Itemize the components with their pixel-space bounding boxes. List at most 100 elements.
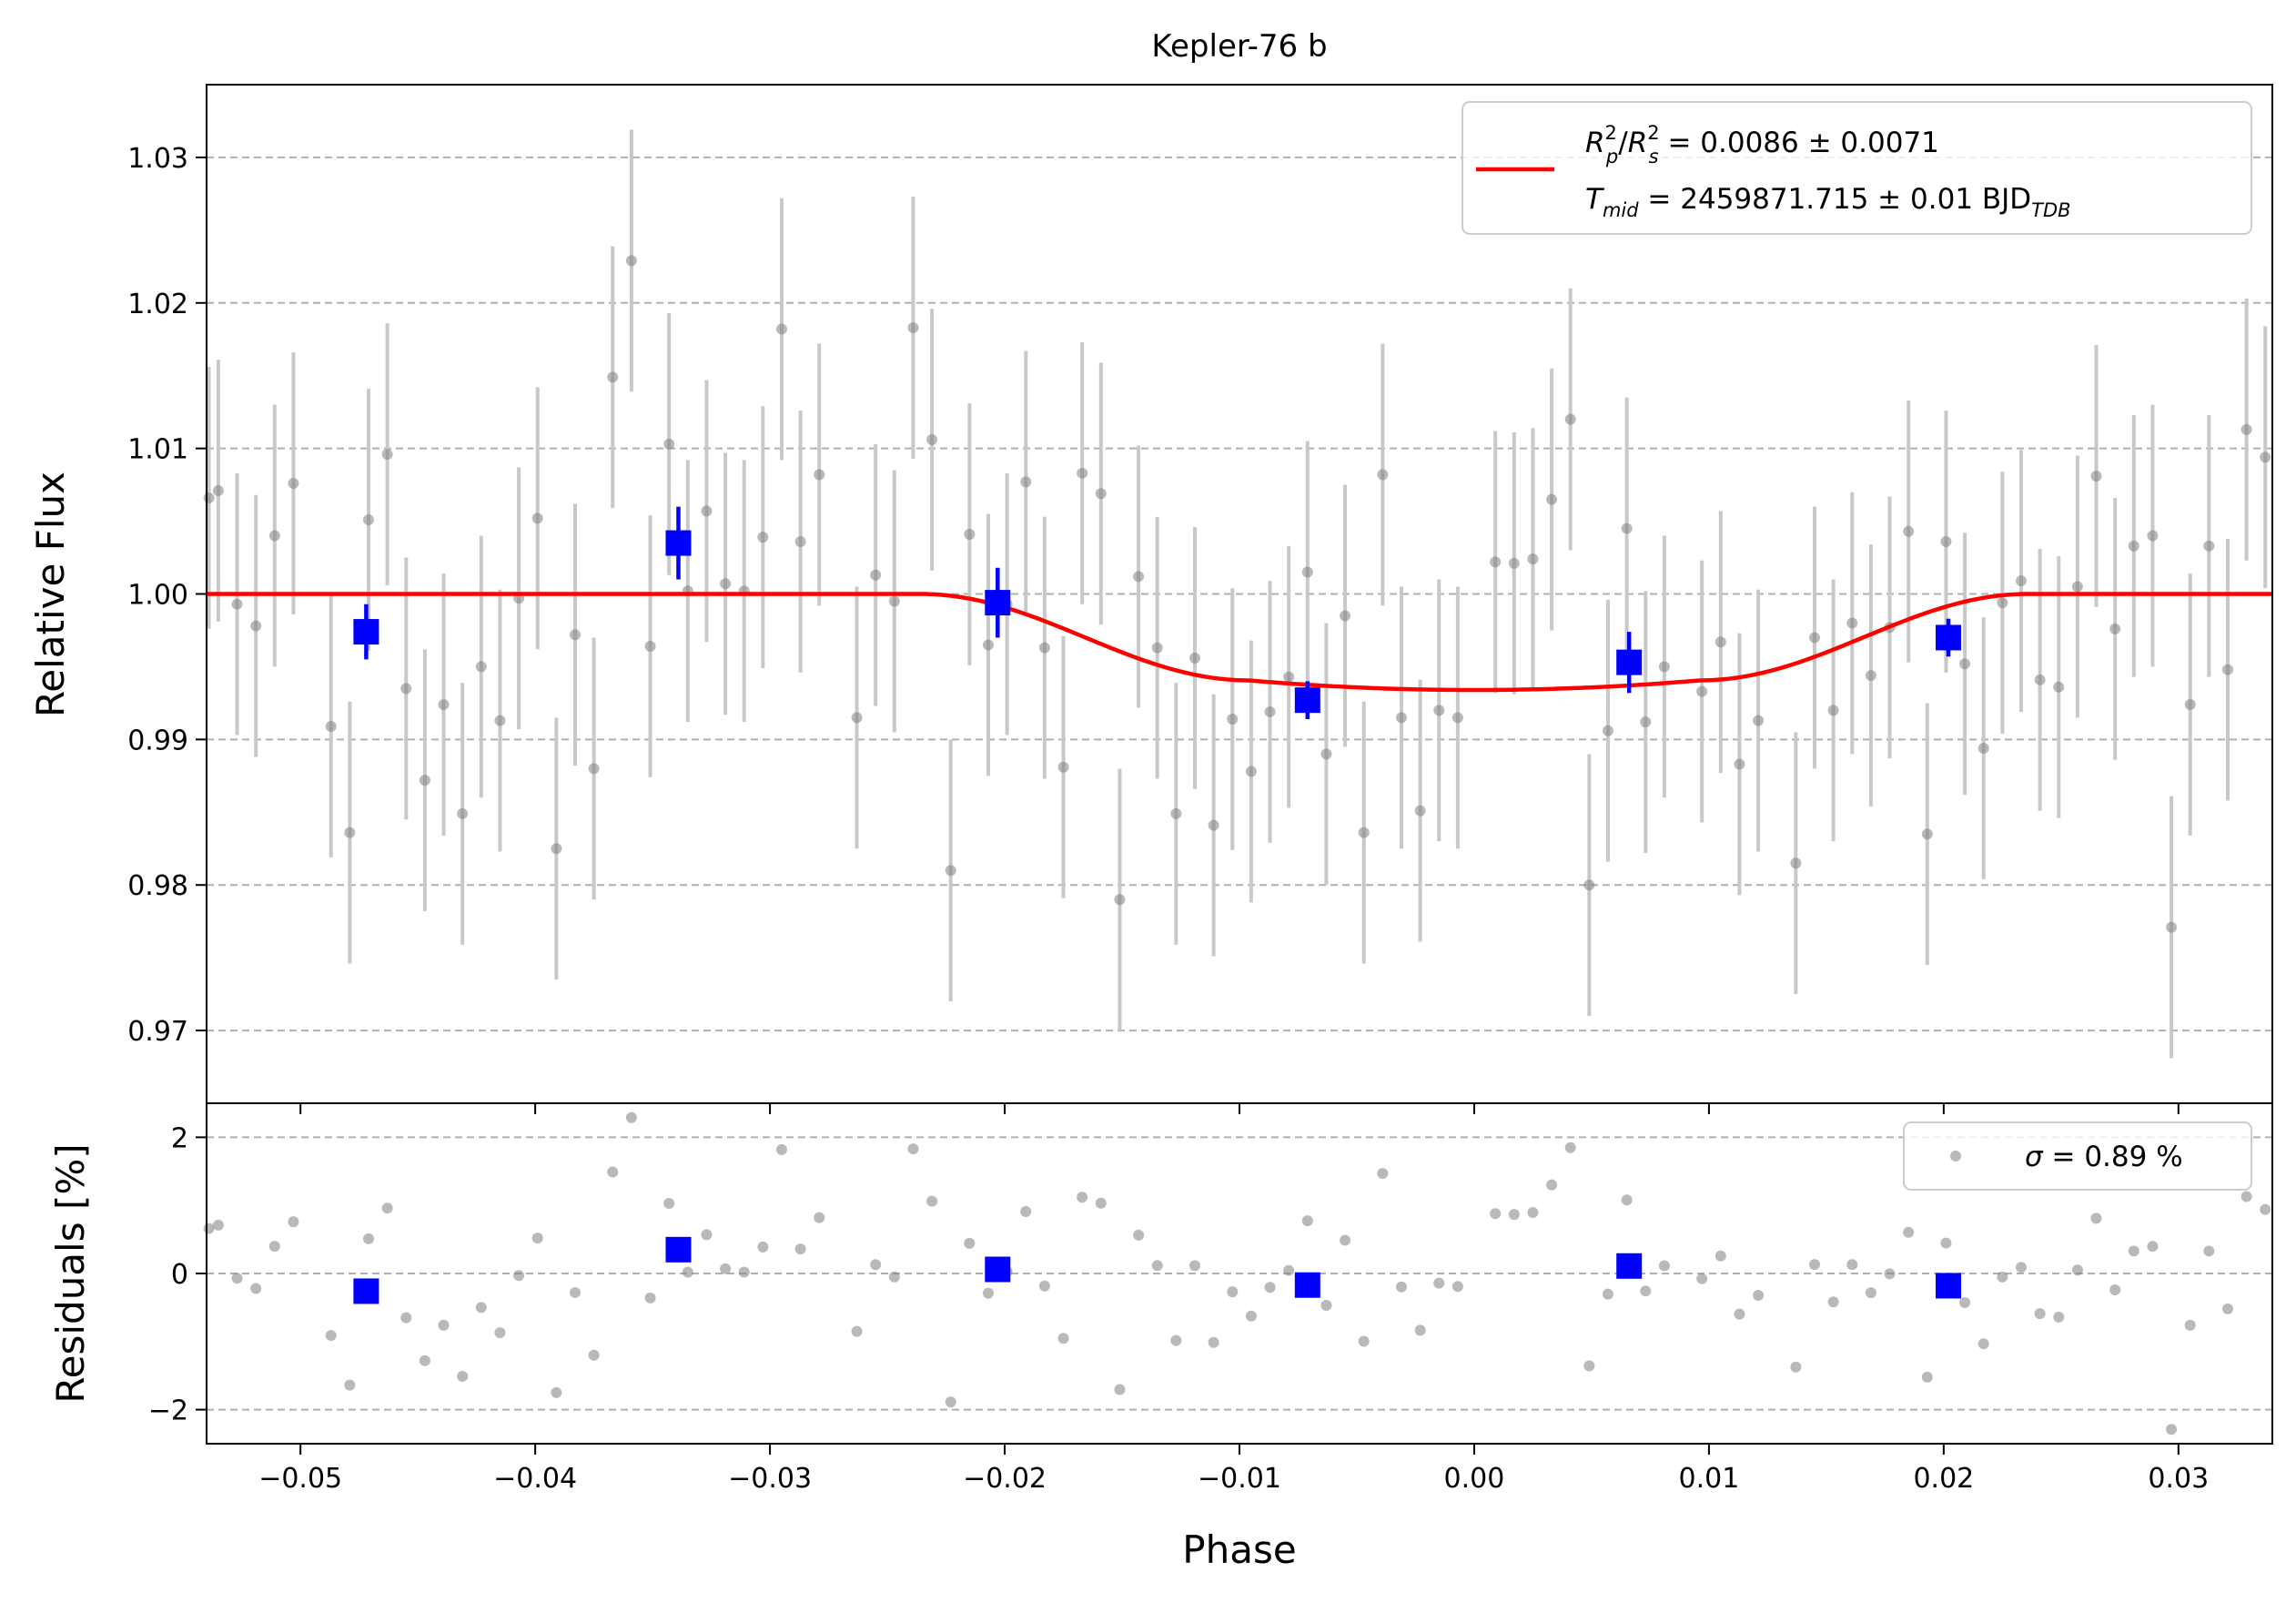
raw-point	[288, 478, 299, 490]
binned-point	[353, 619, 379, 645]
raw-residual-point	[1227, 1286, 1239, 1298]
raw-point	[325, 720, 337, 732]
raw-point	[231, 598, 243, 610]
raw-point	[2090, 471, 2102, 482]
model-legend-line1: R2 p/R2 s = 0.0086 ± 0.0071	[1585, 122, 1939, 167]
bottom-y-tick-label: −2	[148, 1395, 188, 1427]
raw-residual-point	[682, 1266, 693, 1278]
raw-point	[1095, 488, 1107, 500]
raw-residual-point	[851, 1325, 863, 1337]
raw-residual-point	[1395, 1281, 1407, 1293]
binned-point	[1616, 649, 1643, 675]
raw-point	[1414, 805, 1426, 817]
x-tick-label: −0.01	[1198, 1463, 1281, 1495]
x-tick-label: −0.04	[493, 1463, 577, 1495]
raw-residual-point	[531, 1233, 543, 1244]
raw-residual-point	[1621, 1194, 1633, 1206]
raw-residual-point	[1640, 1285, 1652, 1297]
raw-residual-point	[2147, 1241, 2159, 1253]
raw-residual-point	[2015, 1262, 2027, 1273]
raw-point	[625, 255, 637, 267]
raw-point	[2109, 623, 2121, 634]
raw-point	[457, 807, 469, 819]
rp-symbol: R	[1585, 127, 1605, 159]
raw-point	[2203, 540, 2215, 552]
raw-residual-point	[457, 1370, 469, 1382]
binned-residual-point	[353, 1278, 379, 1304]
raw-residual-point	[794, 1243, 806, 1255]
transit-model-line	[207, 592, 2272, 693]
raw-residual-point	[907, 1143, 919, 1155]
raw-residual-point	[1846, 1259, 1858, 1271]
top-y-tick-label: 1.02	[127, 289, 188, 320]
binned-residual-point	[665, 1236, 692, 1263]
raw-point	[551, 843, 562, 855]
raw-point	[1546, 493, 1558, 505]
raw-residual-point	[1997, 1271, 2008, 1283]
raw-point	[1377, 469, 1389, 481]
raw-point	[1227, 713, 1239, 725]
rs-sup: 2	[1647, 122, 1659, 144]
model-legend-line2: Tmid = 2459871.715 ± 0.01 BJDTDB	[1585, 183, 2071, 221]
raw-residual-point	[381, 1202, 393, 1214]
raw-point	[1997, 597, 2008, 609]
raw-residual-point	[1884, 1268, 1896, 1280]
raw-point	[926, 434, 938, 446]
raw-residual-point	[588, 1349, 600, 1361]
raw-residual-point	[1433, 1277, 1445, 1289]
raw-residual-point	[1020, 1206, 1032, 1218]
raw-point	[1057, 761, 1069, 773]
raw-residual-point	[1940, 1237, 1952, 1249]
binned-point	[985, 590, 1011, 616]
raw-point	[1640, 716, 1652, 728]
raw-residual-point	[738, 1266, 750, 1278]
raw-residual-point	[2260, 1203, 2271, 1215]
raw-residual-point	[2109, 1283, 2121, 1295]
x-tick-label: 0.02	[1913, 1463, 1974, 1495]
tmid-sub: mid	[1603, 199, 1639, 221]
residuals-panel: −2 0 2 −0.05 −0.04 −0.03 −0.02 −0.01 0.00 0.01 0.…	[48, 1102, 2273, 1572]
raw-residual-point	[1077, 1192, 1088, 1203]
x-axis-label: Phase	[1182, 1527, 1296, 1572]
raw-point	[1846, 617, 1858, 629]
raw-residual-point	[513, 1270, 525, 1282]
raw-residual-point	[1320, 1300, 1332, 1312]
raw-point	[1527, 553, 1539, 565]
raw-point	[1114, 894, 1126, 906]
top-y-axis-label: Relative Flux	[28, 472, 73, 717]
raw-residual-point	[1546, 1179, 1558, 1191]
raw-point	[344, 827, 356, 838]
raw-point	[2034, 674, 2046, 685]
raw-point	[203, 492, 215, 503]
raw-point	[531, 512, 543, 524]
raw-point	[757, 532, 769, 543]
raw-point	[945, 865, 956, 877]
raw-residual-point	[1414, 1324, 1426, 1336]
raw-point	[1358, 827, 1370, 838]
raw-residual-point	[1903, 1226, 1915, 1238]
raw-residual-point	[644, 1292, 656, 1304]
raw-point	[1977, 742, 1989, 754]
raw-residual-point	[964, 1237, 976, 1249]
raw-point	[1133, 571, 1145, 583]
raw-residual-point	[625, 1111, 637, 1123]
rp-sup: 2	[1605, 122, 1617, 144]
raw-point	[1658, 661, 1670, 673]
raw-point	[1753, 715, 1765, 726]
raw-point	[1283, 671, 1295, 683]
raw-point	[588, 763, 600, 775]
raw-point	[907, 321, 919, 333]
x-tick-label: −0.02	[963, 1463, 1047, 1495]
raw-point	[381, 449, 393, 461]
raw-point	[1583, 879, 1595, 891]
raw-point	[1564, 413, 1576, 425]
raw-residual-point	[212, 1219, 224, 1231]
raw-residual-point	[1038, 1280, 1050, 1292]
rs-sub: s	[1649, 146, 1659, 167]
residual-legend-marker	[1950, 1151, 1961, 1162]
raw-point	[1714, 636, 1726, 648]
raw-point	[1808, 632, 1820, 644]
ratio-slash: /	[1618, 127, 1628, 159]
binned-residuals-series	[353, 1236, 1962, 1304]
raw-residual-point	[250, 1283, 262, 1294]
